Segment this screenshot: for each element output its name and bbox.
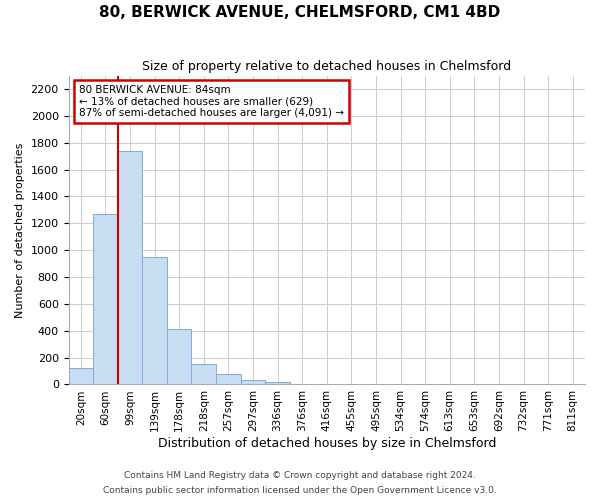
Bar bbox=[241, 380, 265, 384]
Bar bbox=[216, 374, 241, 384]
Bar bbox=[142, 257, 167, 384]
Text: Contains HM Land Registry data © Crown copyright and database right 2024.: Contains HM Land Registry data © Crown c… bbox=[124, 471, 476, 480]
Title: Size of property relative to detached houses in Chelmsford: Size of property relative to detached ho… bbox=[142, 60, 511, 73]
Text: Contains public sector information licensed under the Open Government Licence v3: Contains public sector information licen… bbox=[103, 486, 497, 495]
Bar bbox=[167, 328, 191, 384]
Bar bbox=[68, 368, 93, 384]
Text: 80, BERWICK AVENUE, CHELMSFORD, CM1 4BD: 80, BERWICK AVENUE, CHELMSFORD, CM1 4BD bbox=[100, 5, 500, 20]
Y-axis label: Number of detached properties: Number of detached properties bbox=[15, 142, 25, 318]
Bar bbox=[265, 382, 290, 384]
Text: 80 BERWICK AVENUE: 84sqm
← 13% of detached houses are smaller (629)
87% of semi-: 80 BERWICK AVENUE: 84sqm ← 13% of detach… bbox=[79, 85, 344, 118]
Bar bbox=[118, 151, 142, 384]
X-axis label: Distribution of detached houses by size in Chelmsford: Distribution of detached houses by size … bbox=[158, 437, 496, 450]
Bar bbox=[93, 214, 118, 384]
Bar bbox=[191, 364, 216, 384]
